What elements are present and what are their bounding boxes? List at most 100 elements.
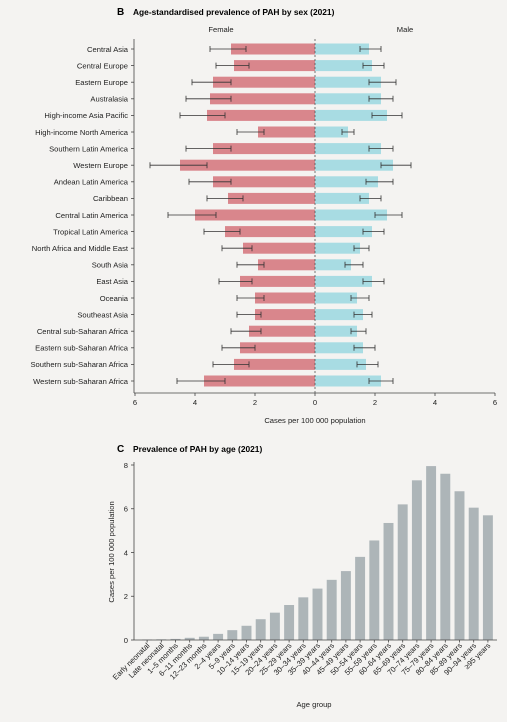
age-bar bbox=[397, 504, 408, 640]
male-bar bbox=[315, 259, 351, 271]
female-label: Female bbox=[208, 25, 233, 34]
male-bar bbox=[315, 309, 363, 321]
y-tick-label: 6 bbox=[124, 505, 128, 514]
region-label: Southern sub-Saharan Africa bbox=[30, 360, 128, 369]
x-tick-label: 0 bbox=[313, 398, 317, 407]
panel-c-y-axis-title: Cases per 100 000 population bbox=[107, 501, 116, 602]
y-tick-label: 8 bbox=[124, 461, 128, 470]
region-label: Central Latin America bbox=[55, 211, 128, 220]
y-tick-label: 0 bbox=[124, 636, 128, 645]
male-label: Male bbox=[397, 25, 413, 34]
female-bar bbox=[180, 159, 315, 171]
age-bar bbox=[468, 507, 479, 640]
region-label: Western Europe bbox=[73, 161, 128, 170]
female-bar bbox=[249, 325, 315, 337]
male-bar bbox=[315, 209, 387, 221]
panel-c-bars bbox=[142, 466, 493, 641]
region-label: High-income Asia Pacific bbox=[44, 111, 128, 120]
region-label: Western sub-Saharan Africa bbox=[33, 377, 129, 386]
panel-b-x-axis-title: Cases per 100 000 population bbox=[264, 416, 365, 425]
panel-b-x-axis: 6 4 2 0 2 4 6 bbox=[131, 39, 497, 407]
male-bar bbox=[315, 226, 372, 238]
age-bar bbox=[426, 466, 437, 640]
male-bar bbox=[315, 275, 372, 287]
age-bar bbox=[482, 515, 493, 640]
female-bar bbox=[213, 76, 315, 88]
age-bar bbox=[241, 625, 252, 640]
age-bar bbox=[184, 637, 195, 640]
age-bar bbox=[326, 579, 337, 640]
female-bar bbox=[240, 275, 315, 287]
age-bar bbox=[198, 636, 209, 640]
female-bar bbox=[255, 309, 315, 321]
panel-c-title: Prevalence of PAH by age (2021) bbox=[133, 444, 262, 454]
female-bar bbox=[228, 192, 315, 204]
male-bar bbox=[315, 358, 366, 370]
region-label: East Asia bbox=[96, 277, 128, 286]
female-bar bbox=[240, 342, 315, 354]
age-bar bbox=[383, 522, 394, 640]
age-bar bbox=[227, 630, 238, 640]
age-bar bbox=[340, 571, 351, 640]
male-bar bbox=[315, 60, 372, 72]
x-tick-label: 6 bbox=[493, 398, 497, 407]
female-bar bbox=[225, 226, 315, 238]
female-bar bbox=[195, 209, 315, 221]
male-bar bbox=[315, 109, 387, 121]
x-tick-label: 4 bbox=[433, 398, 437, 407]
region-label: South Asia bbox=[92, 261, 129, 270]
region-label: Central Asia bbox=[87, 45, 129, 54]
region-label: Southern Latin America bbox=[49, 144, 129, 153]
male-bar bbox=[315, 342, 363, 354]
region-label: Eastern Europe bbox=[75, 78, 128, 87]
male-bar bbox=[315, 93, 381, 105]
age-bar bbox=[284, 605, 295, 640]
panel-b-bars bbox=[149, 43, 412, 387]
female-bar bbox=[207, 109, 315, 121]
region-label: Eastern sub-Saharan Africa bbox=[35, 344, 129, 353]
female-bar bbox=[258, 259, 315, 271]
male-bar bbox=[315, 325, 357, 337]
age-bar bbox=[269, 612, 280, 640]
female-bar bbox=[213, 176, 315, 188]
female-bar bbox=[204, 375, 315, 387]
female-bar bbox=[234, 358, 315, 370]
x-tick-label: 2 bbox=[253, 398, 257, 407]
age-bar bbox=[411, 480, 422, 640]
male-bar bbox=[315, 375, 381, 387]
region-label: Oceania bbox=[100, 294, 129, 303]
age-bar bbox=[369, 540, 380, 640]
female-bar bbox=[243, 242, 315, 254]
region-label: Tropical Latin America bbox=[53, 227, 129, 236]
y-tick-label: 4 bbox=[124, 548, 128, 557]
region-label: High-income North America bbox=[35, 128, 129, 137]
female-bar bbox=[255, 292, 315, 304]
panel-c-age-chart: C Prevalence of PAH by age (2021) 02468E… bbox=[107, 444, 497, 709]
region-label: Central sub-Saharan Africa bbox=[37, 327, 129, 336]
male-bar bbox=[315, 292, 357, 304]
region-label: Australasia bbox=[90, 95, 128, 104]
panel-b-title: Age-standardised prevalence of PAH by se… bbox=[133, 7, 335, 17]
region-label: North Africa and Middle East bbox=[32, 244, 129, 253]
x-tick-label: 4 bbox=[193, 398, 197, 407]
male-bar bbox=[315, 176, 378, 188]
female-bar bbox=[213, 143, 315, 155]
age-bar bbox=[312, 588, 323, 640]
panel-b-sex-chart: B Age-standardised prevalence of PAH by … bbox=[30, 7, 497, 425]
y-tick-label: 2 bbox=[124, 592, 128, 601]
age-bar bbox=[170, 638, 181, 640]
panel-c-x-axis-title: Age group bbox=[296, 700, 331, 709]
region-label: Andean Latin America bbox=[54, 178, 129, 187]
male-bar bbox=[315, 143, 381, 155]
female-bar bbox=[258, 126, 315, 138]
region-label: Caribbean bbox=[93, 194, 128, 203]
female-bar bbox=[231, 43, 315, 55]
panel-c-letter: C bbox=[117, 444, 124, 455]
x-tick-label: 6 bbox=[133, 398, 137, 407]
age-bar bbox=[298, 597, 309, 640]
male-bar bbox=[315, 159, 393, 171]
region-label: Central Europe bbox=[77, 61, 128, 70]
male-bar bbox=[315, 192, 369, 204]
x-tick-label: 2 bbox=[373, 398, 377, 407]
